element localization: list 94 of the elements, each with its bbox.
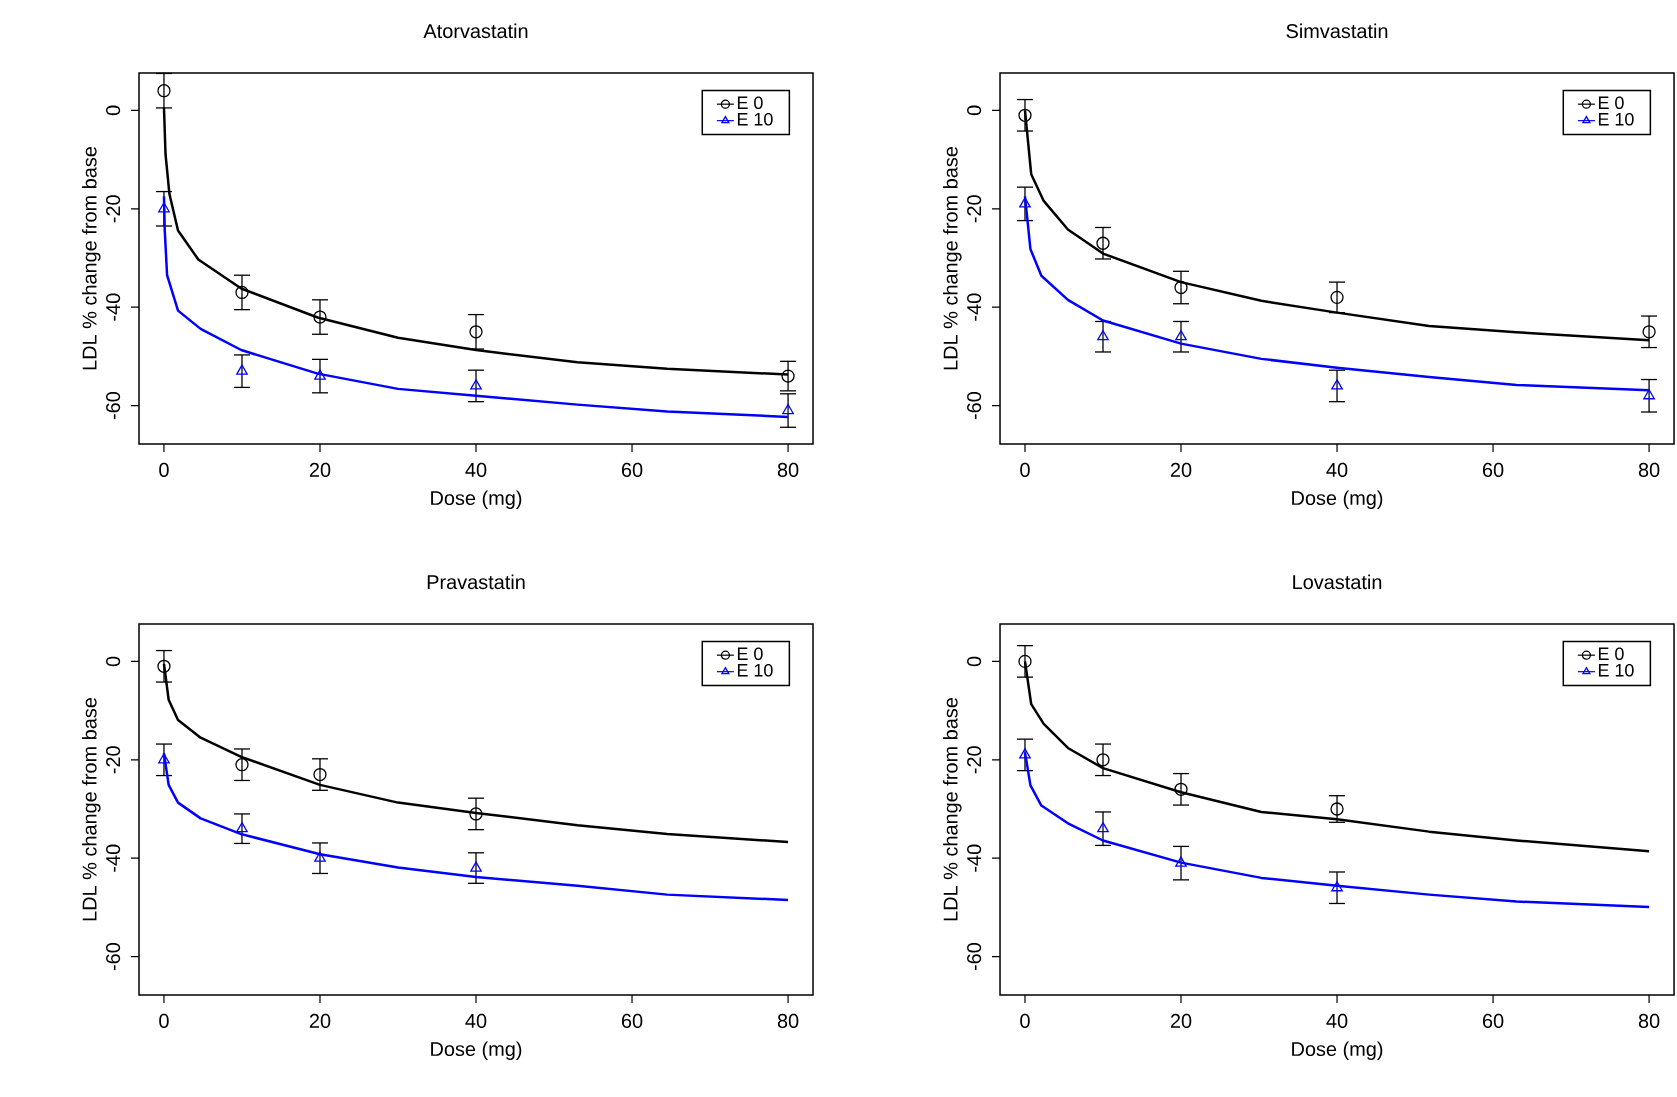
y-tick-label: -40 — [967, 844, 982, 872]
x-axis-title: Dose (mg) — [431, 1041, 522, 1061]
point — [158, 753, 170, 764]
legend-label: E 10 — [1598, 112, 1634, 126]
point — [157, 84, 171, 98]
point — [236, 364, 248, 375]
point — [1097, 330, 1109, 341]
y-axis-title: LDL % change from base — [943, 147, 962, 370]
x-tick-label: 80 — [777, 462, 799, 477]
x-tick-label: 60 — [1482, 1013, 1504, 1028]
y-axis-title: LDL % change from base — [82, 698, 101, 921]
x-tick-label: 20 — [1170, 1013, 1192, 1028]
point — [235, 758, 249, 772]
x-tick-label: 40 — [465, 462, 487, 477]
x-tick-label: 80 — [1638, 1013, 1660, 1028]
x-tick-label: 0 — [159, 462, 169, 477]
legend-label: E 10 — [1598, 663, 1634, 677]
x-tick-label: 20 — [1170, 462, 1192, 477]
x-tick-label: 80 — [777, 1013, 799, 1028]
x-tick-label: 40 — [1326, 462, 1348, 477]
y-axis-title: LDL % change from base — [943, 698, 962, 921]
y-tick-label: -20 — [967, 746, 982, 774]
point — [313, 310, 327, 324]
point — [1096, 753, 1110, 767]
y-tick-label: 0 — [967, 656, 982, 667]
point — [313, 767, 327, 782]
x-tick-label: 80 — [1638, 462, 1660, 477]
point — [1096, 236, 1110, 250]
y-tick-label: 0 — [967, 105, 982, 116]
x-tick-label: 60 — [621, 1013, 643, 1028]
point — [1097, 822, 1109, 833]
point — [1642, 325, 1656, 339]
x-tick-label: 20 — [309, 462, 331, 477]
x-tick-label: 60 — [1482, 462, 1504, 477]
y-tick-label: -60 — [106, 943, 121, 971]
x-tick-label: 40 — [1326, 1013, 1348, 1028]
point — [1174, 782, 1188, 796]
line-series — [162, 195, 790, 419]
point — [1643, 389, 1655, 400]
point — [157, 659, 171, 673]
point — [1331, 881, 1343, 892]
point — [469, 325, 483, 339]
chart-title: Simvastatin — [1286, 23, 1388, 39]
point — [236, 822, 248, 833]
point — [782, 403, 794, 415]
point — [1018, 108, 1032, 122]
x-tick-label: 60 — [621, 462, 643, 477]
point — [1018, 654, 1032, 669]
x-axis-title: Dose (mg) — [1292, 490, 1383, 509]
chart-title: Pravastatin — [427, 574, 525, 590]
point — [470, 379, 482, 390]
y-tick-label: -20 — [967, 195, 982, 223]
point — [158, 202, 170, 213]
x-tick-label: 20 — [309, 1013, 331, 1028]
legend-label: E 10 — [737, 112, 773, 126]
y-tick-label: 0 — [106, 656, 121, 667]
point — [1174, 280, 1188, 295]
x-axis-title: Dose (mg) — [431, 490, 522, 509]
y-tick-label: -60 — [967, 392, 982, 420]
legend-label: E 0 — [1598, 96, 1624, 110]
chart-title: Lovastatin — [1293, 574, 1382, 590]
point — [781, 369, 795, 383]
point — [1331, 379, 1343, 390]
y-tick-label: -40 — [106, 293, 121, 321]
x-tick-label: 0 — [1020, 1013, 1030, 1028]
point — [1330, 290, 1344, 305]
y-tick-label: -40 — [106, 844, 121, 872]
y-tick-label: 0 — [106, 105, 121, 116]
x-tick-label: 0 — [159, 1013, 169, 1028]
point — [314, 369, 326, 380]
y-axis-title: LDL % change from base — [82, 147, 101, 370]
point — [470, 861, 482, 872]
point — [1019, 197, 1031, 208]
point — [1175, 856, 1187, 867]
y-tick-label: -60 — [106, 392, 121, 420]
legend-label: E 10 — [737, 663, 773, 677]
point — [469, 807, 483, 821]
y-tick-label: -60 — [967, 943, 982, 971]
legend-label: E 0 — [737, 96, 763, 110]
legend-label: E 0 — [737, 647, 763, 661]
y-tick-label: -40 — [967, 293, 982, 321]
point — [1175, 330, 1187, 341]
y-tick-label: -20 — [106, 746, 121, 774]
point — [1019, 748, 1031, 759]
line-series — [1023, 751, 1651, 909]
x-axis-title: Dose (mg) — [1292, 1041, 1383, 1061]
point — [314, 851, 326, 862]
point — [235, 285, 249, 300]
y-tick-label: -20 — [106, 195, 121, 223]
x-tick-label: 40 — [465, 1013, 487, 1028]
chart-title: Atorvastatin — [423, 23, 528, 39]
point — [1330, 802, 1344, 816]
legend-label: E 0 — [1598, 647, 1624, 661]
x-tick-label: 0 — [1020, 462, 1030, 477]
